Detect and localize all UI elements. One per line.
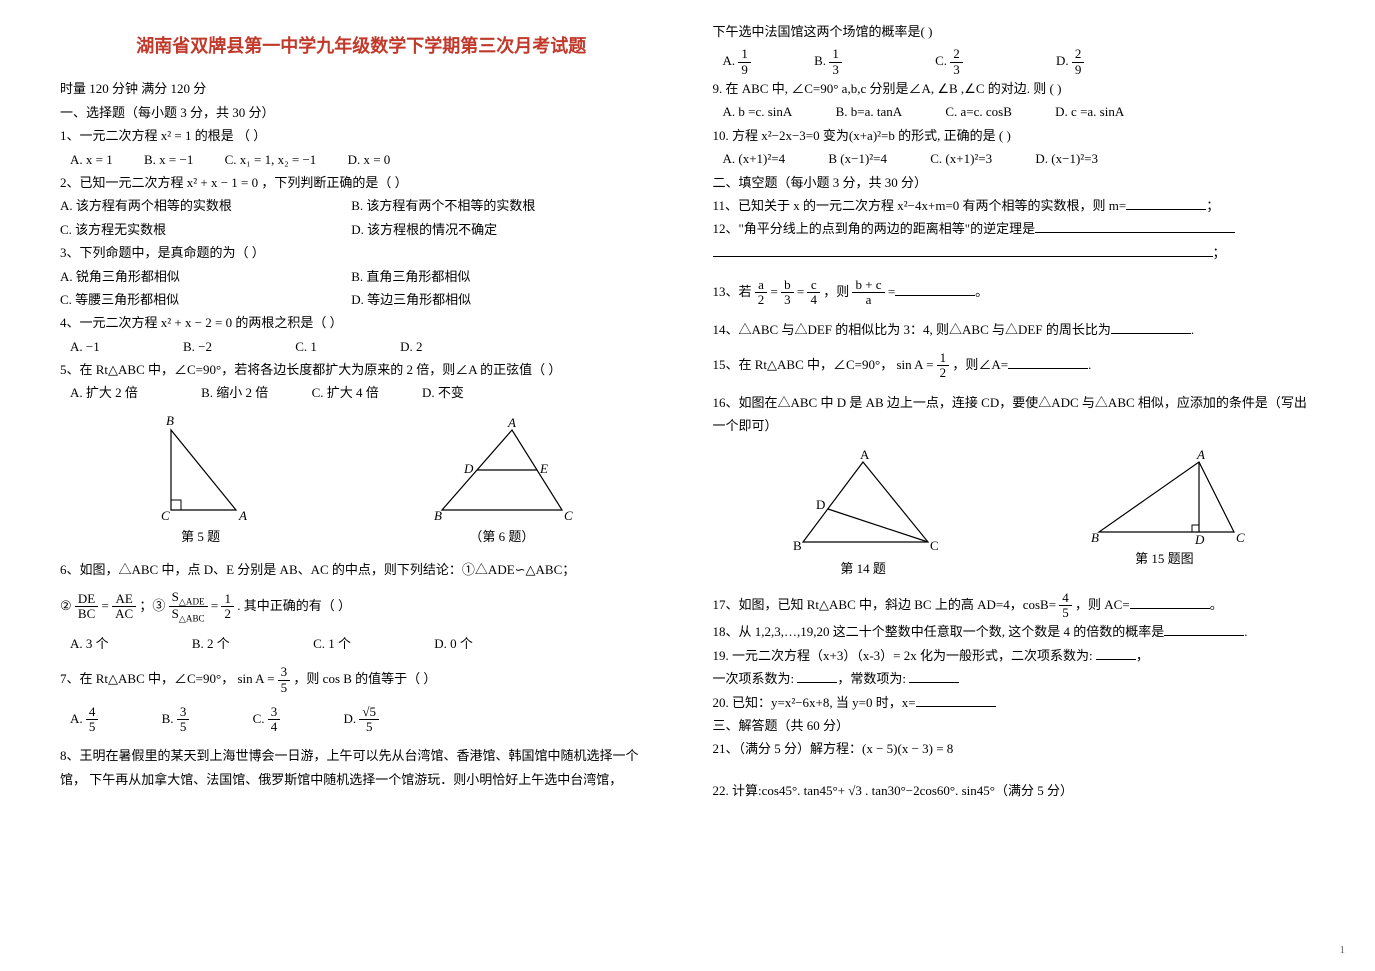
blank-q11 [1126,196,1206,210]
svg-text:C: C [1236,530,1245,545]
q8-options: A. 19 B. 13 C. 23 D. 29 [723,47,1316,77]
q21: 21、（满分 5 分）解方程：(x − 5)(x − 3) = 8 [713,737,1316,760]
q18: 18、从 1,2,3,…,19,20 这二十个整数中任意取一个数, 这个数是 4… [713,620,1316,643]
blank-q19a [1096,646,1136,660]
frac-de-bc: DEBC [75,592,98,622]
svg-text:B: B [434,508,442,523]
svg-text:C: C [930,538,939,553]
q4: 4、一元二次方程 x² + x − 2 = 0 的两根之积是（ ） [60,311,663,334]
q1-options: A. x = 1 B. x = −1 C. x₁ = 1, x₂ = −1 D.… [70,148,663,171]
meta-info: 时量 120 分钟 满分 120 分 [60,77,663,100]
q4-options: A. −1 B. −2 C. 1 D. 2 [70,335,663,358]
blank-q19c [909,669,959,683]
figure-row-14-15: A D B C 第 14 题 A B D C 第 15 题图 [713,447,1316,580]
frac-half: 12 [221,592,234,622]
blank-q18 [1164,622,1244,636]
q5: 5、在 Rt△ABC 中，∠C=90°，若将各边长度都扩大为原来的 2 倍，则∠… [60,358,663,381]
figure-q6: A D E B C （第 6 题） [422,415,582,548]
svg-text:A: A [507,415,516,430]
svg-text:D: D [816,497,825,512]
q17: 17、如图，已知 Rt△ABC 中，斜边 BC 上的高 AD=4，cosB= 4… [713,591,1316,621]
q3: 3、下列命题中，是真命题的为（ ） [60,241,663,264]
svg-text:E: E [539,461,548,476]
blank-q12b [713,243,1213,257]
blank-q19b [797,669,837,683]
blank-q14 [1111,320,1191,334]
q3-row2: C. 等腰三角形都相似 D. 等边三角形都相似 [60,288,663,311]
frac-ae-ac: AEAC [112,592,136,622]
q6-options: A. 3 个 B. 2 个 C. 1 个 D. 0 个 [70,632,663,655]
q7-options: A. 45 B. 35 C. 34 D. √55 [70,705,663,735]
svg-text:B: B [1091,530,1099,545]
q16: 16、如图在△ABC 中 D 是 AB 边上一点，连接 CD，要使△ADC 与△… [713,391,1316,438]
q11: 11、已知关于 x 的一元二次方程 x²−4x+m=0 有两个相等的实数根，则 … [713,194,1316,217]
q8-cont: 下午选中法国馆这两个场馆的概率是( ) [713,20,1316,43]
figure-q14: A D B C 第 14 题 [778,447,948,580]
svg-text:D: D [463,461,474,476]
page-number: 1 [1340,941,1346,961]
q6-line2: ② DEBC = AEAC ；③ S△ADES△ABC = 12 . 其中正确的… [60,590,663,624]
q9-options: A. b =c. sinA B. b=a. tanA C. a=c. cosB … [723,100,1316,123]
triangle-q15: A B D C [1079,447,1249,547]
blank-q17 [1130,595,1210,609]
q19-line2: 一次项系数为: ，常数项为: [713,667,1316,690]
q10: 10. 方程 x²−2x−3=0 变为(x+a)²=b 的形式, 正确的是 ( … [713,124,1316,147]
svg-text:C: C [564,508,573,523]
blank-q12a [1035,219,1235,233]
frac-s-ratio: S△ADES△ABC [169,590,208,624]
q22: 22. 计算:cos45°. tan45°+ √3 . tan30°−2cos6… [713,779,1316,802]
svg-text:A: A [238,508,247,523]
q20: 20. 已知：y=x²−6x+8, 当 y=0 时，x= [713,691,1316,714]
q12: 12、"角平分线上的点到角的两边的距离相等"的逆定理是 [713,217,1316,240]
q15: 15、在 Rt△ABC 中，∠C=90°， sin A = 12 ，则∠A=. [713,351,1316,381]
figure-q5: B C A 第 5 题 [141,415,261,548]
triangle-q14: A D B C [778,447,948,557]
q10-options: A. (x+1)²=4 B (x−1)²=4 C. (x+1)²=3 D. (x… [723,147,1316,170]
svg-text:A: A [860,447,870,462]
q7: 7、在 Rt△ABC 中，∠C=90°， sin A = 35 ，则 cos B… [60,665,663,695]
q9: 9. 在 ABC 中, ∠C=90° a,b,c 分别是∠A, ∠B ,∠C 的… [713,77,1316,100]
q14: 14、△ABC 与△DEF 的相似比为 3：4, 则△ABC 与△DEF 的周长… [713,318,1316,341]
title: 湖南省双牌县第一中学九年级数学下学期第三次月考试题 [60,30,663,62]
left-column: 湖南省双牌县第一中学九年级数学下学期第三次月考试题 时量 120 分钟 满分 1… [60,20,663,802]
q2-row2: C. 该方程无实数根 D. 该方程根的情况不确定 [60,218,663,241]
q2-row1: A. 该方程有两个相等的实数根 B. 该方程有两个不相等的实数根 [60,194,663,217]
svg-text:A: A [1196,447,1205,462]
blank-q20 [916,693,996,707]
svg-text:B: B [166,415,174,428]
section-1-header: 一、选择题（每小题 3 分，共 30 分） [60,101,663,124]
svg-text:C: C [161,508,170,523]
right-column: 下午选中法国馆这两个场馆的概率是( ) A. 19 B. 13 C. 23 D.… [713,20,1316,802]
figure-q15: A B D C 第 15 题图 [1079,447,1249,580]
svg-text:B: B [793,538,802,553]
blank-q15 [1008,355,1088,369]
triangle-q5: B C A [141,415,261,525]
figure-row-5-6: B C A 第 5 题 A D E B C （第 6 题） [60,415,663,548]
q2: 2、已知一元二次方程 x² + x − 1 = 0 ，下列判断正确的是（ ） [60,171,663,194]
svg-text:D: D [1194,532,1205,547]
frac-3-5: 35 [278,665,291,695]
blank-q13 [895,282,975,296]
section-3-header: 三、解答题（共 60 分） [713,714,1316,737]
q8: 8、王明在暑假里的某天到上海世博会一日游，上午可以先从台湾馆、香港馆、韩国馆中随… [60,744,663,791]
q3-row1: A. 锐角三角形都相似 B. 直角三角形都相似 [60,265,663,288]
triangle-q6: A D E B C [422,415,582,525]
q13: 13、若 a2 = b3 = c4 ，则 b + ca =。 [713,278,1316,308]
q5-options: A. 扩大 2 倍 B. 缩小 2 倍 C. 扩大 4 倍 D. 不变 [70,381,663,404]
q6: 6、如图，△ABC 中，点 D、E 分别是 AB、AC 的中点，则下列结论：①△… [60,558,663,581]
q19: 19. 一元二次方程（x+3）（x-3）= 2x 化为一般形式，二次项系数为: … [713,644,1316,667]
section-2-header: 二、填空题（每小题 3 分，共 30 分） [713,171,1316,194]
q1: 1、一元二次方程 x² = 1 的根是 （ ） [60,124,663,147]
